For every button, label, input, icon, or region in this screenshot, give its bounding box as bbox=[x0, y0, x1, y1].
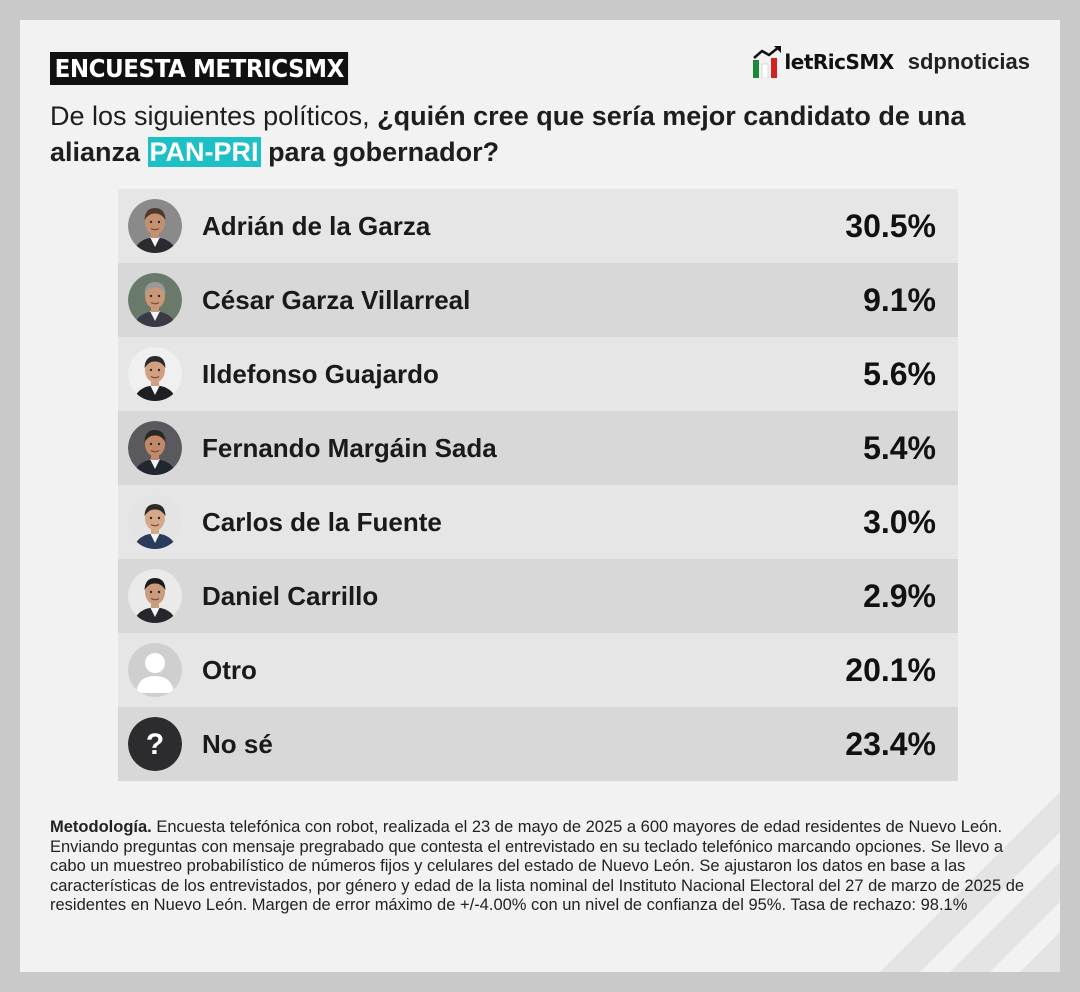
sdpnoticias-logo: sdpnoticias bbox=[907, 49, 1030, 74]
percentage-value: 2.9% bbox=[863, 577, 936, 614]
percentage-value: 5.6% bbox=[863, 355, 936, 392]
results-table: Adrián de la Garza 30.5% César Garza Villa… bbox=[118, 189, 958, 781]
question-part1: De los siguientes políticos, bbox=[50, 101, 378, 131]
candidate-photo bbox=[128, 273, 182, 327]
table-row: Daniel Carrillo 2.9% bbox=[118, 559, 958, 633]
brand-logos: letRicSMX sdpnoticias bbox=[752, 44, 1030, 80]
infographic-card: ENCUESTA METRICSMX letRicSMX sdpnoticias… bbox=[20, 20, 1060, 972]
table-row: César Garza Villarreal 9.1% bbox=[118, 263, 958, 337]
candidate-photo bbox=[128, 495, 182, 549]
methodology-label: Metodología. bbox=[50, 818, 152, 836]
table-row: Adrián de la Garza 30.5% bbox=[118, 189, 958, 263]
percentage-value: 5.4% bbox=[863, 429, 936, 466]
question-text: De los siguientes políticos, ¿quién cree… bbox=[50, 98, 1030, 170]
question-part2: ¿quién cree que sería mejor candidato de… bbox=[50, 101, 966, 167]
candidate-photo bbox=[128, 199, 182, 253]
candidate-name: Daniel Carrillo bbox=[202, 580, 379, 611]
candidate-photo bbox=[128, 569, 182, 623]
candidate-name: Adrián de la Garza bbox=[202, 210, 431, 241]
candidate-photo bbox=[128, 421, 182, 475]
metricsmx-logo: letRicSMX bbox=[752, 46, 894, 78]
question-mark-icon: ? bbox=[128, 717, 182, 771]
user-silhouette-icon bbox=[128, 643, 182, 697]
methodology-body: Encuesta telefónica con robot, realizada… bbox=[50, 818, 1025, 914]
question-part3: para gobernador? bbox=[260, 137, 500, 167]
question-highlight: PAN-PRI bbox=[147, 137, 261, 167]
candidate-name: No sé bbox=[202, 728, 273, 759]
candidate-photo bbox=[128, 347, 182, 401]
percentage-value: 20.1% bbox=[845, 651, 936, 688]
candidate-name: Fernando Margáin Sada bbox=[202, 432, 497, 463]
percentage-value: 23.4% bbox=[845, 725, 936, 762]
candidate-name: Carlos de la Fuente bbox=[202, 506, 442, 537]
percentage-value: 9.1% bbox=[863, 281, 936, 318]
survey-tag: ENCUESTA METRICSMX bbox=[50, 52, 349, 85]
table-row: Fernando Margáin Sada 5.4% bbox=[118, 411, 958, 485]
svg-text:?: ? bbox=[146, 728, 164, 761]
table-row: Otro 20.1% bbox=[118, 633, 958, 707]
candidate-name: Ildefonso Guajardo bbox=[202, 358, 439, 389]
percentage-value: 30.5% bbox=[845, 207, 936, 244]
methodology-text: Metodología. Encuesta telefónica con rob… bbox=[50, 818, 1035, 916]
candidate-name: Otro bbox=[202, 654, 257, 685]
metricsmx-chart-icon bbox=[753, 46, 782, 78]
percentage-value: 3.0% bbox=[863, 503, 936, 540]
table-row: Ildefonso Guajardo 5.6% bbox=[118, 337, 958, 411]
table-row: ? No sé 23.4% bbox=[118, 707, 958, 781]
table-row: Carlos de la Fuente 3.0% bbox=[118, 485, 958, 559]
candidate-name: César Garza Villarreal bbox=[202, 284, 471, 315]
